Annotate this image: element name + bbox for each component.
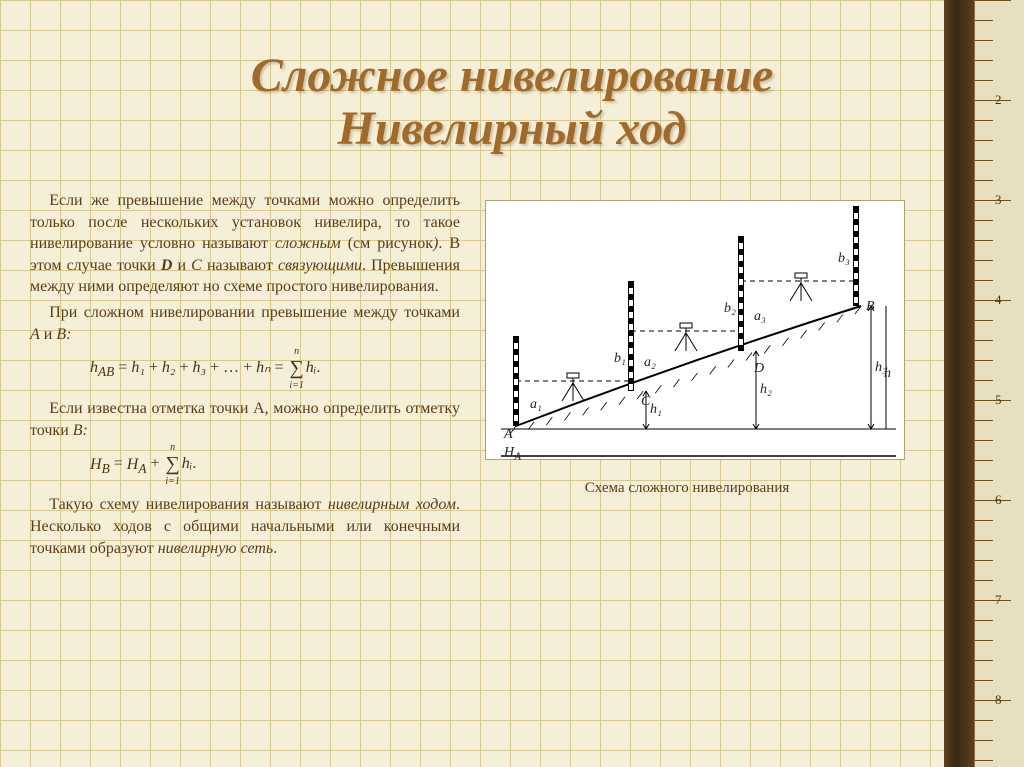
diagram-label-h: h₁ <box>650 402 662 418</box>
diagram-label: b₃ <box>838 251 850 267</box>
paragraph-3: Если известна отметка точки А, можно опр… <box>30 398 460 441</box>
diagram-label: D <box>754 361 764 377</box>
paragraph-1: Если же превышение между точками можно о… <box>30 190 460 298</box>
paragraph-4: Такую схему нивелирования называют нивел… <box>30 494 460 559</box>
figure-column: h₁h₂h₃ACDBHAa₁b₁a₂b₂a₃b₃h Схема сложного… <box>460 190 914 563</box>
diagram-label: a₂ <box>644 355 656 371</box>
ruler-scale: 2 3 4 5 6 7 8 <box>974 0 1024 767</box>
page-title: Сложное нивелирование Нивелирный ход <box>0 0 1024 156</box>
formula-1: hAB = h₁ + h₂ + h₃ + … + hₙ = n∑i=1hᵢ. <box>90 355 460 382</box>
staff-rod <box>513 336 519 426</box>
diagram-label: b₁ <box>614 351 626 367</box>
ruler-number: 8 <box>995 692 1002 708</box>
staff-rod <box>628 281 634 391</box>
diagram-label: a₃ <box>754 309 766 325</box>
title-line-1: Сложное нивелирование <box>251 49 774 102</box>
diagram-label-h: h₂ <box>760 382 772 398</box>
diagram-caption: Схема сложного нивелирования <box>460 480 914 497</box>
staff-rod <box>738 236 744 351</box>
ruler-number: 6 <box>995 492 1002 508</box>
text-column: Если же превышение между точками можно о… <box>30 190 460 563</box>
leveling-diagram: h₁h₂h₃ACDBHAa₁b₁a₂b₂a₃b₃h <box>485 200 905 460</box>
ruler-number: 4 <box>995 292 1002 308</box>
diagram-label: C <box>641 394 650 410</box>
diagram-label: b₂ <box>724 301 736 317</box>
diagram-label: HA <box>504 445 521 463</box>
ruler-number: 5 <box>995 392 1002 408</box>
level-instrument <box>558 371 588 403</box>
ruler-number: 2 <box>995 92 1002 108</box>
diagram-label: a₁ <box>530 397 542 413</box>
diagram-label: B <box>866 299 875 315</box>
ruler-number: 3 <box>995 192 1002 208</box>
level-instrument <box>786 271 816 303</box>
title-line-2: Нивелирный ход <box>338 102 687 155</box>
diagram-label: A <box>504 427 513 443</box>
diagram-label: h <box>884 366 891 382</box>
ruler-handle <box>944 0 974 767</box>
formula-2: HB = HA + n∑i=1hᵢ. <box>90 451 460 478</box>
staff-rod <box>853 206 859 306</box>
ruler-number: 7 <box>995 592 1002 608</box>
content-area: Если же превышение между точками можно о… <box>30 190 914 563</box>
paragraph-2: При сложном нивелировании превышение меж… <box>30 302 460 345</box>
level-instrument <box>671 321 701 353</box>
ruler-sidebar: 2 3 4 5 6 7 8 <box>944 0 1024 767</box>
